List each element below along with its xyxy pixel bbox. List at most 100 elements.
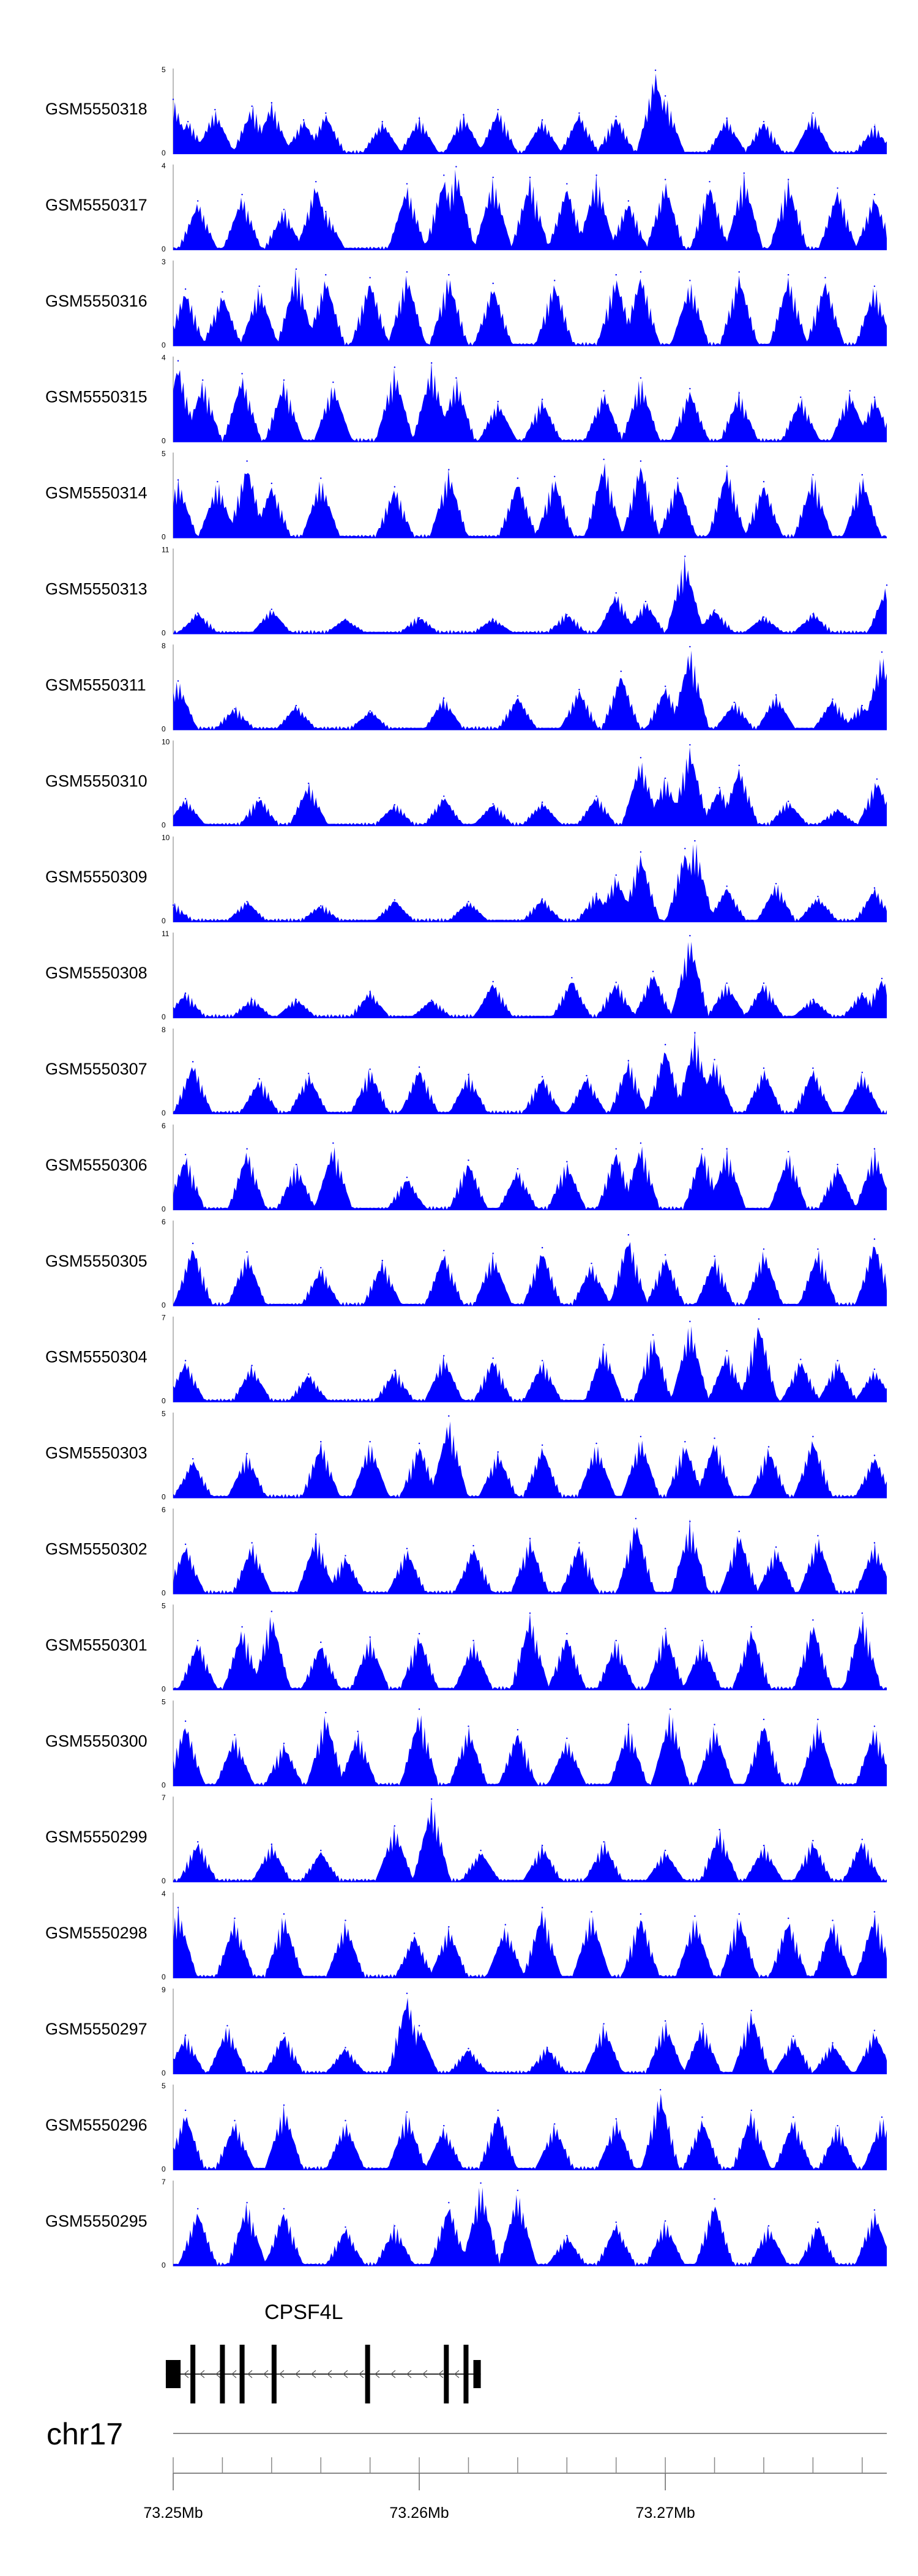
y-min-label: 0 [162, 917, 166, 925]
y-min-label: 0 [162, 1013, 166, 1021]
peak-point [554, 280, 556, 281]
y-min-label: 0 [162, 1493, 166, 1502]
track-label: GSM5550305 [45, 1252, 147, 1270]
peak-point [197, 2208, 199, 2209]
peak-point [603, 1344, 605, 1346]
peak-point [832, 2042, 834, 2044]
peak-point [738, 392, 740, 394]
peak-point [320, 1850, 322, 1852]
coverage-area [173, 1518, 887, 1595]
track-label: GSM5550309 [45, 868, 147, 886]
track-GSM5550304: GSM5550304 7 0 [45, 1314, 887, 1405]
peak-point [767, 2225, 770, 2227]
peak-point [172, 99, 174, 100]
strand-chevron [422, 2370, 428, 2378]
track-label: GSM5550306 [45, 1156, 147, 1174]
gene-exon [239, 2345, 245, 2403]
peak-point [517, 1729, 519, 1731]
track-GSM5550300: GSM5550300 5 0 [45, 1697, 887, 1789]
peak-point [472, 1640, 474, 1642]
peak-point [443, 1249, 445, 1252]
peak-point [315, 1533, 317, 1535]
track-label: GSM5550303 [45, 1444, 147, 1462]
peak-point [251, 1364, 253, 1366]
peak-point [184, 2109, 187, 2112]
y-max-label: 8 [162, 1026, 166, 1034]
peak-point [627, 1234, 630, 1236]
peak-point [234, 2120, 236, 2121]
peak-point [684, 1441, 686, 1443]
coverage-area [173, 1997, 887, 2074]
peak-point [615, 874, 617, 876]
y-max-label: 5 [162, 450, 166, 458]
peak-point [812, 1619, 814, 1621]
peak-point [357, 1730, 359, 1732]
peak-point [443, 174, 445, 176]
peak-point [325, 274, 327, 276]
y-min-label: 0 [162, 629, 166, 638]
peak-point [492, 619, 494, 620]
chromosome-label: chr17 [47, 2417, 123, 2451]
track-label: GSM5550301 [45, 1636, 147, 1654]
peak-point [787, 1151, 789, 1153]
peak-point [750, 1626, 753, 1628]
peak-point [640, 851, 642, 853]
peak-point [873, 1238, 876, 1240]
peak-point [578, 112, 580, 114]
peak-point [615, 274, 617, 276]
peak-point [406, 271, 408, 273]
peak-point [197, 612, 199, 614]
peak-point [726, 982, 728, 985]
peak-point [541, 801, 543, 803]
track-label: GSM5550315 [45, 388, 147, 406]
peak-point [295, 999, 297, 1000]
peak-point [718, 1829, 720, 1831]
track-GSM5550309: GSM5550309 10 0 [45, 833, 887, 925]
peak-point [787, 179, 789, 181]
y-min-label: 0 [162, 1684, 166, 1693]
peak-point [325, 210, 327, 213]
peak-point [418, 617, 420, 619]
y-min-label: 0 [162, 2069, 166, 2077]
peak-point [320, 1441, 322, 1443]
peak-point [554, 2123, 556, 2125]
peak-point [443, 795, 445, 797]
y-min-label: 0 [162, 1109, 166, 1117]
peak-point [241, 1626, 243, 1628]
strand-chevron [184, 2370, 189, 2378]
y-max-label: 7 [162, 1314, 166, 1322]
peak-point [669, 1708, 671, 1710]
peak-point [873, 887, 876, 889]
peak-point [701, 2023, 703, 2025]
track-GSM5550303: GSM5550303 5 0 [45, 1410, 887, 1502]
track-label: GSM5550308 [45, 964, 147, 982]
peak-point [172, 904, 174, 906]
peak-point [763, 121, 765, 122]
track-GSM5550305: GSM5550305 6 0 [45, 1218, 887, 1309]
peak-point [595, 893, 597, 895]
gene-exon [220, 2345, 225, 2403]
peak-point [726, 1148, 728, 1150]
y-min-label: 0 [162, 245, 166, 253]
peak-point [369, 1068, 371, 1070]
peak-point [369, 1636, 371, 1638]
peak-point [177, 1907, 179, 1908]
track-GSM5550301: GSM5550301 5 0 [45, 1601, 887, 1693]
y-min-label: 0 [162, 341, 166, 349]
peak-point [504, 1924, 506, 1926]
peak-point [750, 2109, 753, 2112]
peak-point [472, 1544, 474, 1547]
coverage-area [173, 2187, 887, 2266]
peak-point [187, 121, 189, 122]
strand-chevron [359, 2370, 364, 2378]
peak-point [640, 1913, 642, 1915]
peak-point [595, 795, 597, 797]
peak-point [468, 901, 469, 903]
coverage-area [173, 2093, 887, 2170]
peak-point [258, 285, 260, 287]
coverage-area [173, 1613, 887, 1691]
peak-point [418, 2025, 420, 2027]
peak-point [418, 1708, 420, 1710]
peak-point [595, 1442, 597, 1445]
peak-point [369, 277, 371, 278]
